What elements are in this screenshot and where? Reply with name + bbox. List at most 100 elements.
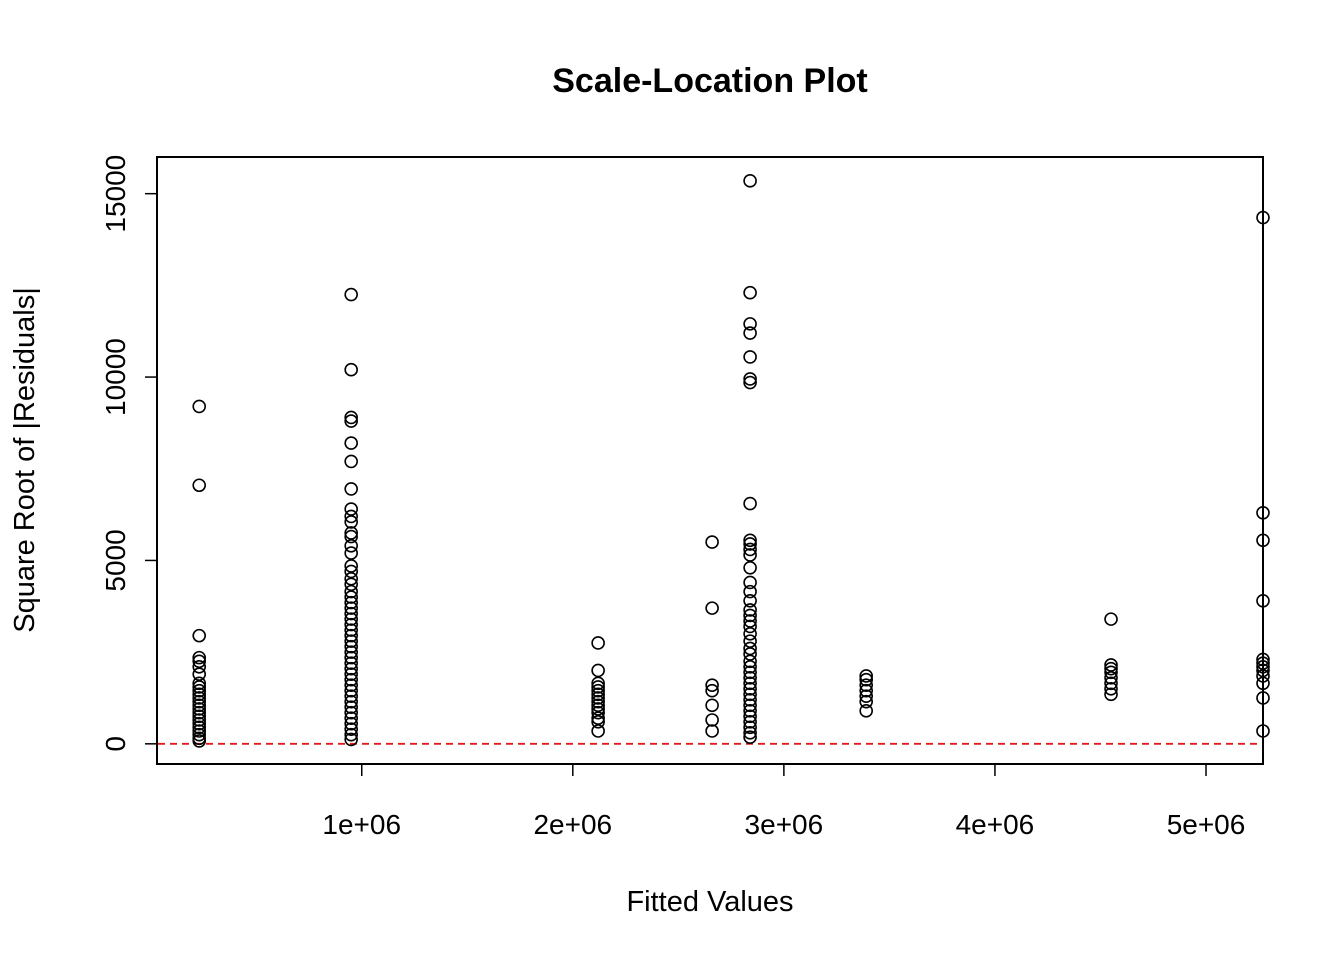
data-point [344,595,358,610]
data-point [1256,724,1270,738]
data-point [344,661,358,676]
data-point [344,617,358,632]
data-point [344,656,358,670]
data-point [591,698,605,713]
data-point [743,326,757,340]
data-point [743,730,757,745]
data-point [344,634,358,648]
data-point [192,478,207,493]
data-point [192,687,207,702]
data-point [859,683,873,698]
data-point [344,639,358,654]
data-point [344,287,358,302]
data-point [859,689,873,703]
data-point [743,603,757,617]
data-point [192,676,207,691]
data-point [192,650,207,665]
data-point [743,496,757,511]
data-point [743,614,757,628]
data-point [344,502,358,516]
data-point [344,645,358,659]
data-point [344,577,358,592]
data-point [591,676,605,691]
y-tick-label: 10000 [100,338,131,416]
data-point [743,665,757,680]
data-point [344,482,358,496]
data-point [591,691,605,705]
data-point [743,619,757,634]
data-point [344,436,358,450]
x-tick-label: 3e+06 [745,809,824,840]
data-point [192,724,207,738]
data-point [344,606,358,621]
data-point [344,526,358,540]
data-point [743,676,757,691]
data-point [591,636,605,650]
data-point [743,372,757,386]
data-point [192,702,207,716]
data-point [344,410,358,425]
data-point [344,612,358,626]
data-point [859,694,873,709]
data-point [344,623,358,637]
data-point [344,628,358,643]
data-point [743,626,757,641]
data-points [192,174,1270,748]
x-tick-label: 4e+06 [956,809,1035,840]
data-point [591,680,605,694]
data-point [743,548,757,562]
data-point [344,509,358,524]
data-point [1256,691,1270,705]
data-point [743,584,757,599]
x-axis-label: Fitted Values [626,886,793,918]
data-point [344,584,358,599]
data-point [344,529,358,544]
x-axis: 1e+06 2e+06 3e+06 4e+06 5e+06 [322,763,1245,840]
data-point [743,693,757,707]
data-point [1256,656,1270,670]
data-point [743,726,757,740]
data-point [743,704,757,718]
data-point [192,660,207,674]
data-point [743,641,757,656]
data-point [743,317,757,331]
data-point [743,682,757,696]
data-point [1256,669,1270,683]
data-point [192,698,207,713]
data-point [344,732,358,747]
data-point [344,672,358,687]
data-point [344,705,358,720]
x-tick-label: 2e+06 [533,809,612,840]
y-tick-label: 15000 [100,155,131,233]
data-point [192,667,207,681]
data-point [743,671,757,685]
data-point [192,705,207,720]
data-point [1104,682,1118,696]
data-point [344,559,358,573]
data-point [344,454,358,469]
chart-title: Scale-Location Plot [552,62,868,100]
plot-frame [156,156,1264,765]
data-point [743,285,757,300]
data-point [705,601,719,615]
data-point [743,654,757,669]
data-point [344,414,358,428]
data-point [344,689,358,703]
data-point [1256,676,1270,691]
data-point [743,350,757,364]
data-point [344,564,358,579]
data-point [591,711,605,725]
data-point [743,608,757,623]
data-point [743,593,757,608]
data-point [344,650,358,665]
x-tick-label: 1e+06 [322,809,401,840]
data-point [1256,533,1270,548]
data-point [344,546,358,560]
data-point [705,535,719,549]
data-point [743,533,757,548]
data-point [1104,661,1118,676]
data-point [743,720,757,735]
data-point [1256,505,1270,520]
data-point [591,715,605,729]
